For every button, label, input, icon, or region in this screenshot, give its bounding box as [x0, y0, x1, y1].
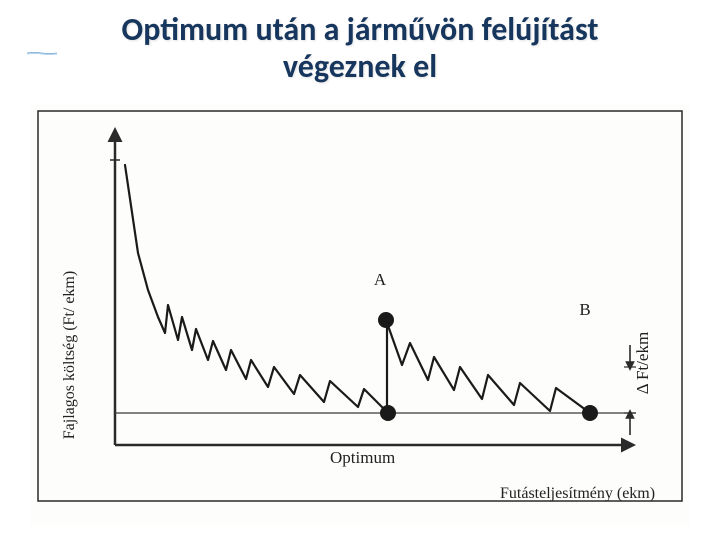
cost-curve-2: [386, 320, 590, 413]
slide-title: Optimum után a járművön felújítást végez…: [0, 0, 720, 86]
chart-container: A B Optimum Fajlagos költség (Ft/ ekm) Futás…: [30, 105, 690, 525]
cost-curve-1: [125, 165, 388, 413]
title-decoration: [12, 52, 72, 55]
x-axis-label: Futásteljesítmény (ekm): [500, 485, 655, 502]
slide: Optimum után a járművön felújítást végez…: [0, 0, 720, 540]
marker-dot-1: [378, 312, 394, 328]
marker-dot-2: [582, 405, 598, 421]
label-B: B: [579, 300, 590, 319]
cost-chart: A B Optimum Fajlagos költség (Ft/ ekm) Futás…: [30, 105, 690, 525]
title-line-1: Optimum után a járművön felújítást: [122, 10, 599, 49]
label-optimum: Optimum: [330, 448, 395, 467]
title-line-2: végeznek el: [283, 47, 437, 86]
y-axis-label: Fajlagos költség (Ft/ ekm): [61, 271, 78, 439]
marker-dot-0: [380, 405, 396, 421]
label-A: A: [374, 270, 387, 289]
delta-label: Δ Ft/ekm: [633, 332, 652, 394]
